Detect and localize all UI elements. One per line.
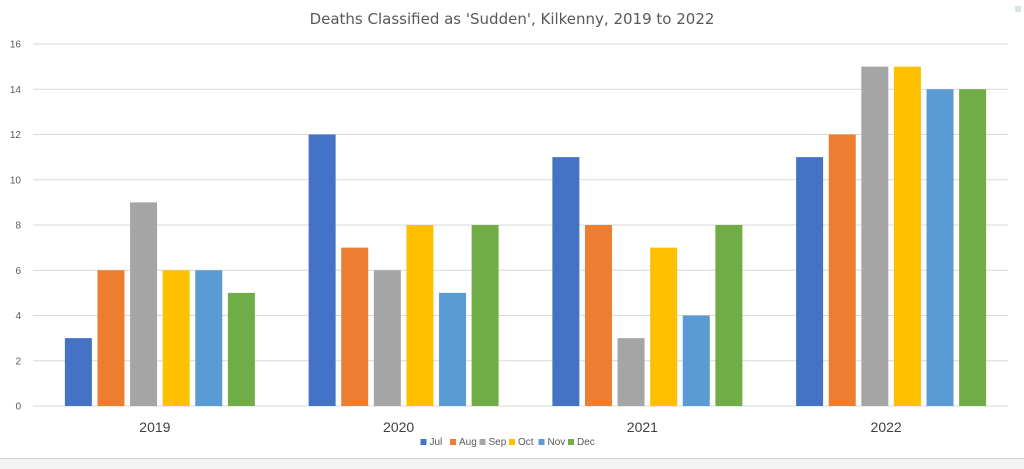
bar-dec-2020	[471, 225, 499, 406]
bar-jul-2021	[552, 157, 580, 406]
legend-swatch-oct	[509, 439, 515, 445]
bar-nov-2021	[682, 315, 710, 406]
bar-oct-2019	[162, 270, 190, 406]
bar-aug-2022	[828, 134, 856, 406]
bar-sep-2022	[861, 66, 889, 406]
bar-aug-2020	[341, 247, 369, 406]
bar-oct-2021	[650, 247, 678, 406]
y-tick-label: 4	[15, 311, 21, 322]
bar-aug-2019	[97, 270, 125, 406]
bar-sep-2019	[130, 202, 158, 406]
bar-nov-2019	[195, 270, 223, 406]
y-tick-label: 14	[10, 85, 22, 96]
selection-handle	[1015, 6, 1021, 12]
y-tick-label: 0	[15, 402, 21, 413]
bar-jul-2019	[64, 338, 92, 406]
legend: Jul Aug Sep Oct Nov Dec	[420, 437, 595, 448]
bar-aug-2021	[584, 225, 612, 406]
bar-oct-2022	[893, 66, 921, 406]
bar-dec-2019	[227, 292, 255, 406]
y-tick-label: 12	[10, 130, 22, 141]
bar-sep-2021	[617, 338, 645, 406]
y-tick-label: 10	[10, 175, 22, 186]
x-tick-label: 2022	[871, 419, 902, 435]
x-axis-ticks: 2019 2020 2021 2022	[139, 419, 902, 435]
bar-jul-2022	[796, 157, 824, 406]
legend-swatch-aug	[450, 439, 456, 445]
y-tick-label: 2	[15, 356, 21, 367]
chart-title: Deaths Classified as 'Sudden', Kilkenny,…	[310, 10, 715, 28]
bar-nov-2022	[926, 89, 954, 406]
bar-nov-2020	[439, 292, 467, 406]
x-tick-label: 2021	[627, 419, 658, 435]
y-axis-ticks: 0 2 4 6 8 10 12 14 16	[10, 40, 22, 413]
y-tick-label: 16	[10, 40, 22, 51]
legend-swatch-dec	[568, 439, 574, 445]
legend-label-jul: Jul	[430, 437, 443, 448]
x-tick-label: 2019	[139, 419, 170, 435]
legend-label-aug: Aug	[459, 437, 477, 448]
y-tick-label: 6	[15, 266, 21, 277]
y-tick-label: 8	[15, 221, 21, 232]
bar-dec-2021	[715, 225, 743, 406]
bar-jul-2020	[308, 134, 336, 406]
legend-label-nov: Nov	[548, 437, 566, 448]
legend-swatch-jul	[420, 439, 427, 445]
legend-swatch-nov	[538, 439, 545, 445]
bar-oct-2020	[406, 225, 434, 406]
worksheet-strip	[0, 458, 1024, 469]
legend-label-sep: Sep	[489, 437, 507, 448]
bar-sep-2020	[373, 270, 401, 406]
bar-dec-2022	[959, 89, 987, 406]
legend-label-dec: Dec	[577, 437, 595, 448]
x-tick-label: 2020	[383, 419, 414, 435]
legend-swatch-sep	[479, 439, 486, 445]
legend-label-oct: Oct	[518, 437, 534, 448]
bars	[64, 66, 987, 406]
